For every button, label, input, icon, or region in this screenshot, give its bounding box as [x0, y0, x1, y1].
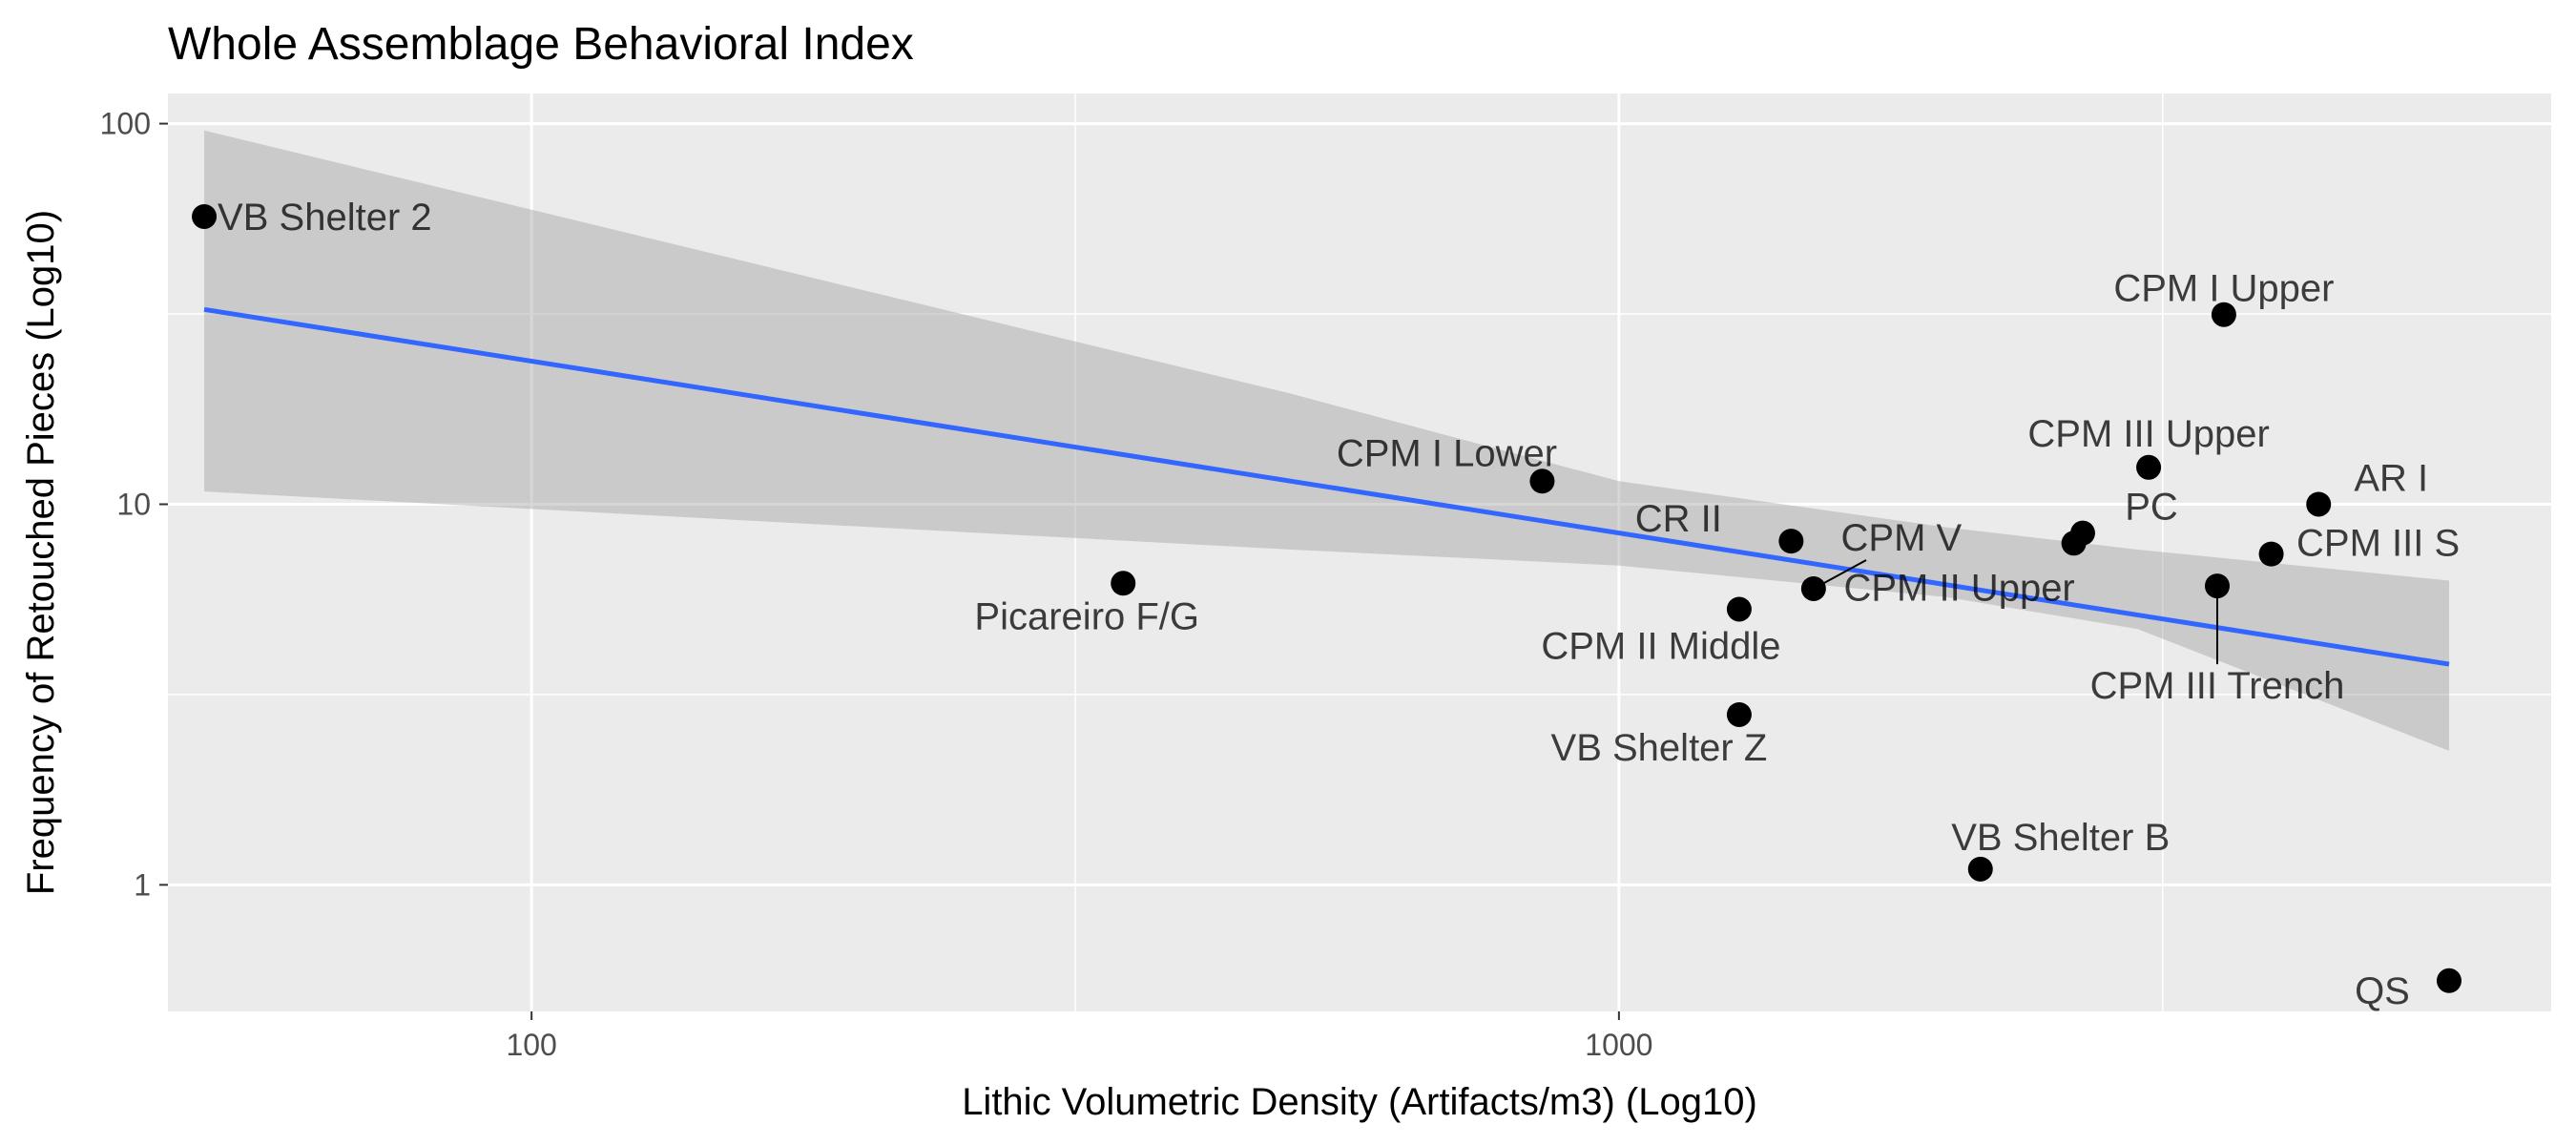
point-label: CPM II Middle [1541, 625, 1780, 667]
data-point [1778, 529, 1804, 554]
trend-line [203, 306, 2450, 667]
point-label: VB Shelter 2 [218, 197, 432, 239]
point-label: PC [2125, 487, 2178, 529]
y-axis: 1 10 100 [100, 107, 168, 902]
point-label: CPM III Upper [2027, 413, 2269, 455]
x-tick-label: 100 [506, 1028, 556, 1062]
label-connector [1813, 559, 1867, 590]
data-point [1111, 571, 1136, 596]
point-label: CPM III Trench [2090, 665, 2345, 707]
x-tick-label: 1000 [1585, 1028, 1652, 1062]
plot-panel [168, 94, 2551, 1011]
point-label: QS [2355, 970, 2410, 1012]
y-tick-label: 1 [134, 867, 151, 902]
point-label: AR I [2354, 457, 2428, 499]
data-point [2069, 520, 2095, 546]
data-point [2436, 968, 2462, 993]
data-point [192, 203, 218, 229]
point-label: CPM I Upper [2113, 268, 2334, 310]
y-tick-label: 10 [116, 487, 151, 521]
data-point [2211, 302, 2236, 327]
chart-title: Whole Assemblage Behavioral Index [168, 19, 914, 70]
point-label: CPM III S [2296, 523, 2460, 565]
y-tick-label: 100 [100, 107, 151, 141]
point-label: CPM V [1841, 517, 1963, 559]
point-label: Picareiro F/G [974, 595, 1199, 637]
data-point [1726, 701, 1752, 727]
data-point [1967, 856, 1993, 882]
data-point [1529, 468, 1555, 494]
point-label: CR II [1635, 498, 1722, 540]
point-label: VB Shelter B [1951, 817, 2170, 859]
confidence-band [204, 130, 2449, 751]
y-axis-title: Frequency of Retouched Pieces (Log10) [20, 210, 62, 895]
point-labels-layer: VB Shelter 2 Picareiro F/G CPM I Lower CPM … [218, 197, 2460, 1012]
data-point [2306, 491, 2332, 517]
x-axis-title: Lithic Volumetric Density (Artifacts/m3)… [962, 1081, 1757, 1123]
grid-lines [168, 94, 2551, 1011]
point-label: VB Shelter Z [1551, 727, 1768, 769]
data-point [1726, 596, 1752, 622]
x-axis: 100 1000 [506, 1011, 1652, 1062]
confidence-band-layer [204, 130, 2449, 751]
trend-line-layer [203, 306, 2450, 667]
data-point [2258, 541, 2284, 567]
data-point [2136, 454, 2162, 480]
data-points-layer [192, 203, 2462, 993]
point-label: CPM I Lower [1337, 432, 1557, 474]
point-label: CPM II Upper [1843, 567, 2074, 609]
